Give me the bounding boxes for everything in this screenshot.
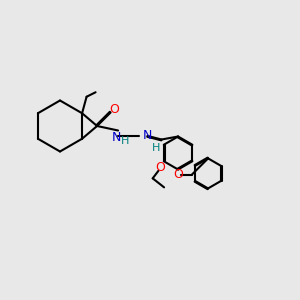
- Text: H: H: [152, 143, 160, 153]
- Text: N: N: [112, 130, 121, 144]
- Text: H: H: [121, 136, 129, 146]
- Text: O: O: [109, 103, 119, 116]
- Text: N: N: [143, 129, 152, 142]
- Text: O: O: [155, 161, 165, 174]
- Text: O: O: [173, 168, 183, 182]
